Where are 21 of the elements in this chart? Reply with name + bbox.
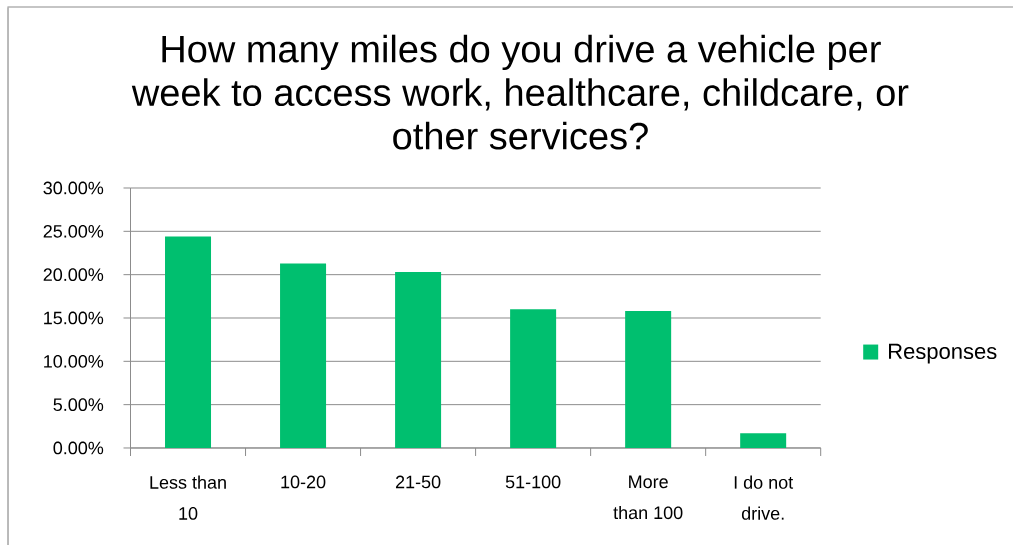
bar bbox=[740, 433, 787, 448]
y-tick-label: 5.00% bbox=[53, 398, 104, 412]
x-tick-label: More than 100 bbox=[613, 475, 683, 520]
bar bbox=[510, 309, 557, 448]
legend-label: Responses bbox=[889, 343, 997, 364]
x-tick-label: Less than 10 bbox=[150, 475, 226, 520]
y-tick-label: 0.00% bbox=[53, 441, 104, 455]
y-tick-label: 10.00% bbox=[44, 354, 104, 368]
bar bbox=[280, 263, 327, 448]
x-tick-label: 21-50 bbox=[395, 475, 441, 489]
bar bbox=[395, 272, 442, 448]
x-tick-label: I do not drive. bbox=[734, 475, 794, 520]
y-tick-label: 15.00% bbox=[44, 311, 104, 325]
y-tick-label: 20.00% bbox=[43, 268, 104, 282]
y-tick-label: 25.00% bbox=[43, 224, 104, 238]
bar bbox=[165, 236, 212, 448]
y-tick-label: 30.00% bbox=[43, 181, 104, 195]
chart-title: How many miles do you drive a vehicle per week to access work, healthcare, childcare, or other services? bbox=[131, 34, 909, 150]
bar bbox=[625, 311, 672, 448]
x-tick-label: 10-20 bbox=[281, 475, 326, 489]
x-tick-label: 51-100 bbox=[505, 475, 561, 489]
